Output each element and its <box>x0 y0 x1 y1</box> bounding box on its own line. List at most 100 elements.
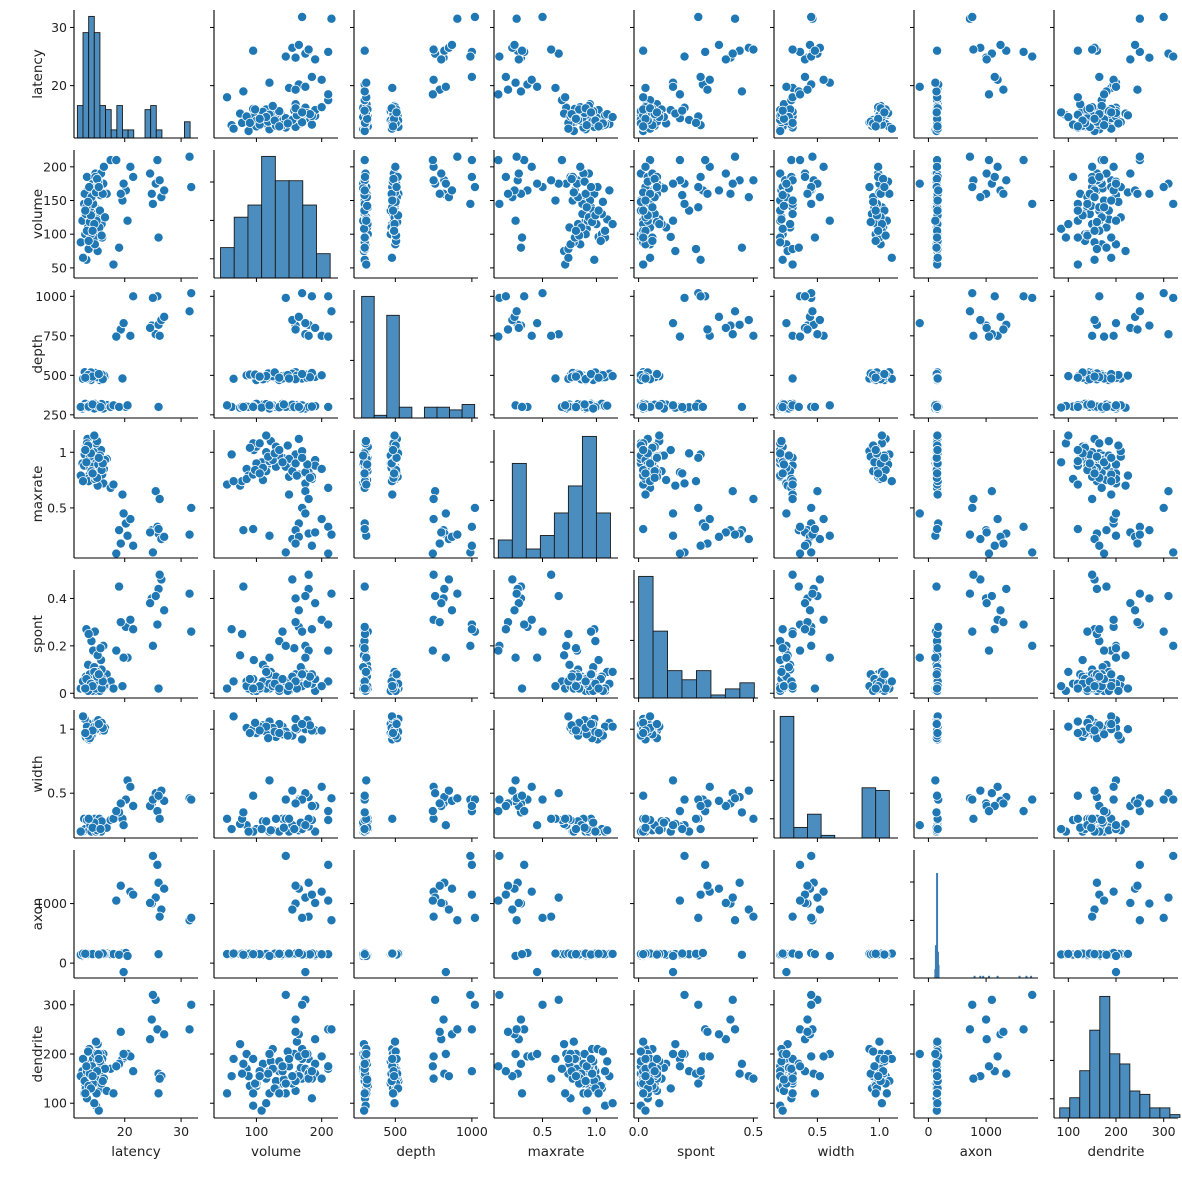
scatter-point <box>1168 794 1179 805</box>
scatter-point <box>691 117 702 128</box>
scatter-point <box>981 527 992 538</box>
scatter-point <box>386 252 397 263</box>
scatter-point <box>114 525 125 536</box>
scatter-point <box>1086 822 1097 833</box>
scatter-point <box>93 452 104 463</box>
scatter-point <box>812 486 823 497</box>
scatter-point <box>1056 402 1067 413</box>
scatter-point <box>818 886 829 897</box>
scatter-point <box>1018 521 1029 532</box>
scatter-point <box>152 155 163 166</box>
scatter-point <box>743 534 754 545</box>
y-tick-label: 0.2 <box>47 638 67 653</box>
scatter-point <box>983 645 994 656</box>
scatter-point <box>638 259 649 270</box>
scatter-point <box>800 291 811 302</box>
scatter-point <box>111 645 122 656</box>
scatter-point <box>323 619 334 630</box>
scatter-point <box>153 232 164 243</box>
scatter-point <box>968 569 979 580</box>
scatter-point <box>998 538 1009 549</box>
scatter-point <box>787 373 798 384</box>
scatter-point <box>730 13 741 24</box>
scatter-point <box>679 198 690 209</box>
histogram-bar <box>261 155 276 278</box>
scatter-point <box>494 806 504 817</box>
scatter-point <box>1106 681 1117 692</box>
scatter-point <box>1084 458 1095 469</box>
scatter-point <box>806 850 817 861</box>
scatter-point <box>1163 892 1174 903</box>
y-axis-label-volume: volume <box>30 189 46 239</box>
scatter-point <box>809 524 820 535</box>
scatter-point <box>1130 39 1141 50</box>
scatter-point <box>1111 643 1122 654</box>
scatter-point <box>494 198 505 209</box>
scatter-point <box>359 105 370 116</box>
histogram-bar <box>127 129 135 138</box>
scatter-point <box>693 11 704 22</box>
scatter-point <box>607 721 618 732</box>
scatter-point <box>264 400 275 411</box>
subplot-axon-vs-width <box>770 850 898 982</box>
scatter-point <box>261 430 272 441</box>
histogram-bar <box>302 204 317 278</box>
scatter-point <box>1089 315 1100 326</box>
scatter-point <box>730 151 741 162</box>
scatter-point <box>665 231 676 242</box>
scatter-point <box>293 401 304 412</box>
scatter-point <box>360 666 371 677</box>
scatter-point <box>222 92 233 103</box>
subplot-spont-vs-axon <box>910 569 1038 702</box>
scatter-point <box>930 215 941 226</box>
scatter-point <box>100 212 111 223</box>
scatter-point <box>809 232 820 243</box>
subplot-volume-vs-width <box>770 150 898 282</box>
scatter-point <box>781 652 792 663</box>
scatter-point <box>570 725 581 736</box>
scatter-point <box>78 252 89 263</box>
scatter-point <box>932 121 943 132</box>
scatter-point <box>1018 46 1029 57</box>
scatter-point <box>668 950 679 961</box>
subplot-axon-vs-dendrite <box>1050 850 1179 982</box>
scatter-point <box>720 322 731 333</box>
scatter-point <box>800 171 811 182</box>
scatter-point <box>638 232 649 243</box>
scatter-point <box>114 581 125 592</box>
scatter-point <box>264 950 275 961</box>
scatter-point <box>876 430 887 441</box>
histogram-bar <box>539 535 555 558</box>
subplot-maxrate-vs-depth <box>350 430 480 562</box>
scatter-point <box>519 806 530 817</box>
scatter-point <box>651 452 662 463</box>
scatter-point <box>95 402 106 413</box>
scatter-point <box>553 892 564 903</box>
scatter-point <box>1132 880 1143 891</box>
scatter-point <box>802 188 813 199</box>
scatter-point <box>704 514 715 525</box>
scatter-point <box>727 329 738 340</box>
scatter-point <box>1132 538 1143 549</box>
scatter-point <box>359 949 370 960</box>
scatter-point <box>677 948 688 959</box>
scatter-point <box>1106 452 1117 463</box>
scatter-point <box>1106 373 1117 384</box>
scatter-point <box>306 401 317 412</box>
histogram-bar <box>76 105 84 138</box>
scatter-point <box>428 494 439 505</box>
scatter-point <box>640 468 651 479</box>
subplot-width-vs-volume <box>210 710 338 842</box>
scatter-point <box>793 401 804 412</box>
scatter-point <box>695 801 706 812</box>
scatter-point <box>581 120 592 131</box>
scatter-point <box>359 185 370 196</box>
scatter-point <box>563 711 574 722</box>
scatter-point <box>154 1073 165 1084</box>
scatter-point <box>83 1046 94 1057</box>
scatter-point <box>586 719 597 730</box>
scatter-point <box>1132 617 1143 628</box>
scatter-point <box>532 652 543 663</box>
scatter-point <box>793 581 804 592</box>
scatter-point <box>607 219 618 230</box>
